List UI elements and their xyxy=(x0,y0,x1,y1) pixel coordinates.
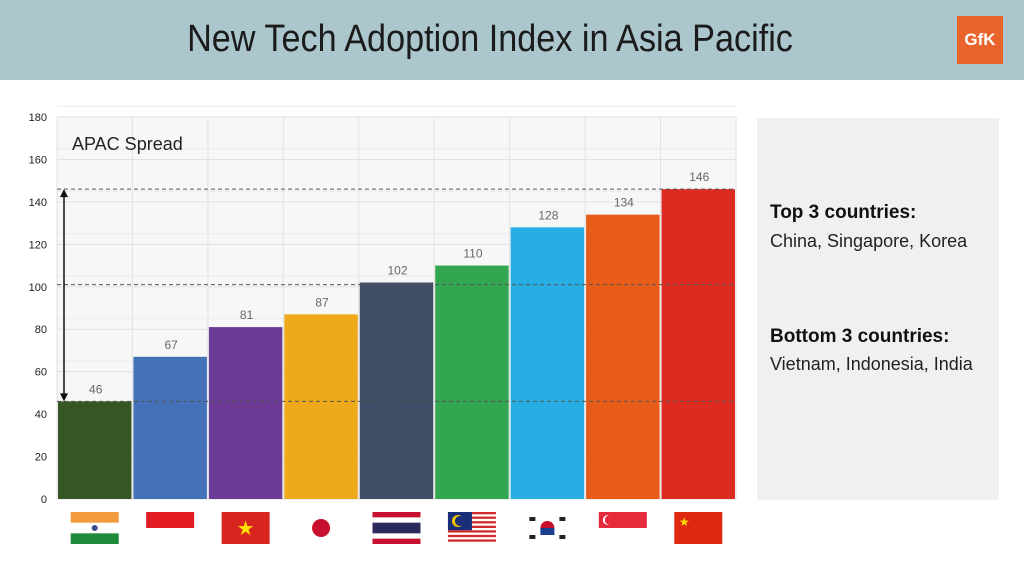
y-tick-label: 180 xyxy=(29,112,47,124)
flag-india-icon xyxy=(70,512,119,544)
y-tick-label: 0 xyxy=(41,494,47,506)
data-label: 110 xyxy=(463,247,482,261)
flag-singapore-icon xyxy=(598,512,647,544)
header-bar: New Tech Adoption Index in Asia Pacific … xyxy=(0,0,1024,80)
data-label: 67 xyxy=(164,338,178,352)
bar-vietnam xyxy=(208,327,283,499)
data-label: 46 xyxy=(89,382,103,396)
top-text: China, Singapore, Korea xyxy=(770,231,968,251)
svg-text:★: ★ xyxy=(237,518,255,540)
gfk-logo: GfK xyxy=(957,16,1003,64)
y-tick-label: 60 xyxy=(35,367,47,379)
flag-japan-icon xyxy=(297,512,346,544)
data-label: 134 xyxy=(614,196,634,210)
bar-malaysia xyxy=(435,265,509,499)
flag-indonesia-icon xyxy=(146,512,195,544)
y-tick-label: 160 xyxy=(29,154,47,166)
bar-india xyxy=(58,401,132,499)
y-tick-label: 20 xyxy=(35,452,47,464)
bar-china xyxy=(661,189,735,499)
flag-china-icon: ★ xyxy=(674,512,723,544)
flag-thailand-icon xyxy=(372,512,421,544)
y-tick-label: 80 xyxy=(35,324,47,336)
arrow-head-down xyxy=(60,393,68,402)
summary-panel: Top 3 countries: China, Singapore, Korea… xyxy=(757,118,999,500)
bar-indonesia xyxy=(133,356,207,499)
top-heading: Top 3 countries: xyxy=(770,202,917,223)
flag-vietnam-icon: ★ xyxy=(221,512,270,544)
bottom-heading: Bottom 3 countries: xyxy=(770,326,950,347)
data-label: 81 xyxy=(240,308,254,322)
y-tick-label: 100 xyxy=(29,282,47,294)
bar-chart: 0 20 40 60 80 100 120 140 160 180 APAC Spread 46 67 8… xyxy=(29,105,737,544)
page-title: New Tech Adoption Index in Asia Pacific xyxy=(187,18,793,60)
flag-korea-icon xyxy=(523,512,572,544)
bar-korea xyxy=(510,227,585,499)
data-label: 102 xyxy=(387,264,407,278)
arrow-head-up xyxy=(60,189,68,198)
data-label: 87 xyxy=(315,295,329,309)
y-tick-label: 140 xyxy=(29,197,47,209)
bottom-text: Vietnam, Indonesia, India xyxy=(770,354,973,374)
bar-singapore xyxy=(586,214,660,499)
flag-malaysia-icon xyxy=(447,512,496,544)
data-label: 146 xyxy=(689,170,709,184)
svg-text:★: ★ xyxy=(679,515,690,529)
y-tick-label: 40 xyxy=(35,409,47,421)
bar-thailand xyxy=(359,282,434,499)
annotation-apac-spread: APAC Spread xyxy=(72,134,183,154)
bar-japan xyxy=(284,314,358,499)
y-tick-label: 120 xyxy=(29,239,47,251)
data-label: 128 xyxy=(538,208,558,222)
